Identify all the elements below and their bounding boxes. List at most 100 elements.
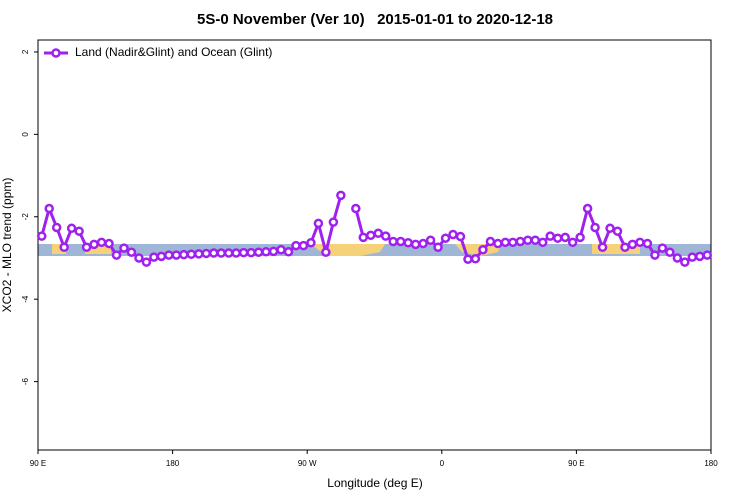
data-point: [179, 249, 189, 260]
data-point: [238, 247, 249, 258]
data-point: [687, 252, 698, 262]
x-axis-label: Longitude (deg E): [327, 476, 422, 490]
y-tick-label: -6: [21, 377, 30, 385]
data-point: [650, 250, 660, 260]
data-point: [276, 244, 286, 255]
data-point: [171, 250, 182, 260]
data-point: [702, 250, 713, 260]
x-tick-label: 180: [704, 459, 718, 468]
data-point: [351, 203, 361, 214]
y-tick-label: 0: [21, 132, 30, 137]
data-point: [410, 239, 421, 250]
data-point: [104, 238, 114, 249]
data-point: [186, 249, 197, 260]
y-tick-label: -4: [21, 295, 30, 303]
x-tick-label: 90 E: [30, 459, 46, 468]
y-tick-label: 2: [21, 49, 30, 54]
data-point: [321, 247, 331, 257]
data-point: [418, 238, 428, 249]
x-tick-label: 90 E: [568, 459, 584, 468]
data-point: [530, 235, 541, 246]
data-point: [208, 248, 219, 258]
data-point: [515, 236, 526, 247]
x-tick-label: 90 W: [298, 459, 317, 468]
x-tick-label: 0: [440, 459, 445, 468]
data-point: [560, 232, 570, 243]
data-point: [291, 240, 301, 251]
data-point: [313, 218, 324, 229]
y-tick-label: -2: [21, 213, 30, 221]
data-point: [358, 232, 369, 243]
data-point: [470, 254, 481, 264]
data-point: [552, 233, 563, 243]
data-point: [478, 244, 488, 255]
legend-marker: [51, 48, 61, 58]
data-point: [216, 248, 226, 258]
data-point: [268, 246, 279, 257]
data-point: [485, 236, 496, 247]
legend-label: Land (Nadir&Glint) and Ocean (Glint): [75, 45, 272, 59]
data-point: [194, 249, 204, 259]
data-point: [612, 226, 623, 236]
data-point: [59, 242, 69, 253]
data-point: [620, 242, 630, 253]
data-point: [134, 253, 144, 263]
y-axis-label: XCO2 - MLO trend (ppm): [0, 178, 14, 313]
data-point: [373, 228, 383, 239]
data-point: [635, 237, 645, 248]
data-point: [403, 237, 413, 248]
data-point: [223, 248, 234, 258]
data-point: [201, 248, 211, 259]
chart-title: 5S-0 November (Ver 10) 2015-01-01 to 202…: [197, 11, 553, 28]
data-point: [388, 236, 398, 247]
data-point: [96, 237, 107, 248]
data-point: [605, 223, 615, 234]
data-point: [538, 237, 548, 248]
data-point: [567, 237, 578, 248]
data-point: [672, 253, 683, 263]
data-point: [328, 217, 339, 227]
data-point: [283, 247, 294, 257]
data-point: [500, 237, 511, 248]
data-point: [336, 190, 346, 201]
data-point: [380, 231, 391, 241]
data-point: [455, 231, 466, 242]
data-point: [164, 250, 174, 260]
data-point: [66, 223, 77, 234]
data-point: [582, 203, 593, 214]
data-point: [695, 251, 705, 262]
data-point: [366, 230, 376, 241]
data-point: [657, 243, 668, 253]
data-point: [627, 239, 638, 250]
data-point: [89, 239, 99, 250]
data-point: [590, 222, 600, 233]
data-point: [306, 237, 316, 248]
data-point: [126, 247, 137, 257]
data-point: [493, 238, 503, 249]
data-point: [261, 247, 271, 257]
data-point: [51, 222, 62, 233]
data-point: [81, 242, 92, 253]
data-point: [440, 233, 451, 243]
data-point: [74, 226, 84, 236]
data-point: [149, 252, 159, 262]
data-point: [425, 235, 436, 246]
data-point: [395, 236, 406, 247]
plot-frame: [37, 39, 712, 451]
data-point: [231, 248, 241, 258]
data-point: [523, 235, 533, 246]
data-point: [575, 232, 585, 243]
data-point: [253, 247, 264, 257]
data-point: [665, 247, 675, 257]
data-point: [141, 257, 152, 267]
data-point: [246, 247, 256, 258]
data-point: [463, 254, 473, 264]
data-point: [642, 238, 653, 249]
data-point: [680, 257, 690, 267]
data-point: [36, 231, 47, 241]
data-point: [545, 231, 555, 241]
data-point: [433, 242, 443, 253]
data-point: [111, 250, 122, 260]
data-point: [44, 203, 54, 214]
